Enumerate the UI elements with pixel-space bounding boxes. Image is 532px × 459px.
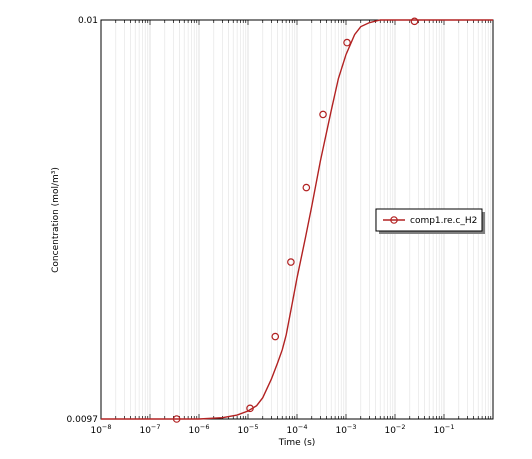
grid-lines [100,20,492,419]
legend: comp1.re.c_H2 [375,208,485,234]
y-axis-title: Concentration (mol/m³) [51,167,61,273]
y-tick-label: 0.0097 [67,415,99,425]
data-point [343,38,351,47]
x-axis-title: Time (s) [278,438,316,448]
y-tick-label: 0.01 [78,16,98,26]
x-tick-label: 10−6 [188,423,209,436]
x-tick-labels: 10−8 10−7 10−6 10−5 10−4 10−3 10−2 10−1 [90,423,454,436]
x-tick-label: 10−4 [286,423,307,436]
data-point [172,415,181,423]
x-tick-label: 10−5 [237,423,258,436]
legend-label: comp1.re.c_H2 [410,216,477,226]
legend-box [375,208,483,232]
x-tick-label: 10−1 [433,423,454,436]
data-point [246,404,254,413]
x-tick-label: 10−3 [335,423,356,436]
data-point [319,110,327,119]
legend-marker [390,216,398,224]
data-point [287,258,295,266]
data-point [302,183,311,192]
data-point [410,17,419,26]
data-point [271,332,280,341]
y-tick-labels: 0.0097 0.01 [67,16,99,425]
x-tick-label: 10−8 [90,423,111,436]
series-line [101,19,493,420]
x-tick-label: 10−7 [139,423,160,436]
x-tick-label: 10−2 [384,423,405,436]
series-markers [172,17,419,423]
